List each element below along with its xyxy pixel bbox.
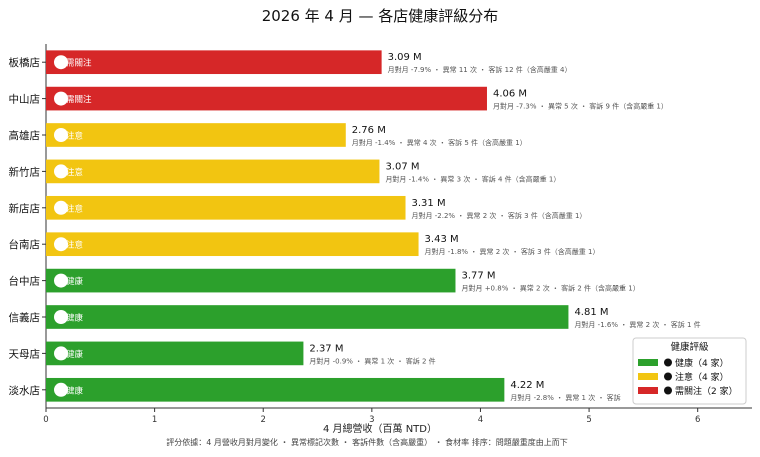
detail-label: 月對月 -0.9% ・ 異常 1 次 ・ 客訴 2 件 — [309, 356, 435, 365]
store-label: 中山店 — [9, 93, 41, 106]
legend-item-label: 注意（4 家） — [675, 371, 729, 383]
bar — [46, 232, 419, 257]
legend-dot — [664, 372, 672, 381]
bar — [46, 377, 505, 402]
value-label: 2.37 M — [309, 343, 343, 354]
status-dot — [54, 91, 68, 106]
legend-swatch — [638, 373, 658, 380]
value-label: 4.22 M — [510, 380, 544, 391]
store-label: 淡水店 — [9, 384, 41, 397]
bar — [46, 305, 569, 329]
value-label: 3.31 M — [412, 198, 446, 209]
bar — [46, 123, 346, 147]
value-label: 3.77 M — [461, 271, 495, 282]
x-tick-label: 1 — [152, 415, 157, 425]
x-tick-label: 3 — [369, 415, 374, 425]
legend-item-label: 需關注（2 家） — [675, 385, 738, 397]
store-label: 天母店 — [9, 347, 41, 360]
x-tick-label: 4 — [478, 415, 483, 425]
store-label: 高雄店 — [9, 129, 41, 142]
status-label: 注意 — [66, 240, 83, 251]
chart-footnote: 評分依據：4 月營收月對月變化 ・ 異常標記次數 ・ 客訴件數（含高嚴重） ・ … — [166, 437, 567, 447]
bar — [46, 50, 382, 75]
detail-label: 月對月 -7.9% ・ 異常 11 次 ・ 客訴 12 件（含高嚴重 4） — [388, 65, 572, 74]
legend-dot — [664, 358, 672, 367]
x-tick-label: 2 — [261, 415, 266, 425]
bar — [46, 268, 456, 293]
bar — [46, 341, 304, 366]
x-tick-label: 5 — [586, 415, 591, 425]
detail-label: 月對月 -1.6% ・ 異常 2 次 ・ 客訴 1 件 — [574, 320, 700, 329]
legend-dot — [664, 386, 672, 395]
bar — [46, 195, 406, 220]
chart-title: 2026 年 4 月 — 各店健康評級分布 — [262, 7, 499, 25]
status-label: 需關注 — [66, 58, 92, 69]
detail-label: 月對月 -1.4% ・ 異常 4 次 ・ 客訴 5 件（含高嚴重 1） — [352, 138, 527, 147]
value-label: 2.76 M — [352, 125, 386, 136]
value-label: 3.09 M — [388, 52, 422, 63]
store-label: 新竹店 — [9, 165, 41, 178]
x-axis-label: 4 月總營收（百萬 NTD） — [323, 422, 437, 435]
legend-swatch — [638, 387, 658, 394]
bar — [46, 86, 487, 111]
detail-label: 月對月 -7.3% ・ 異常 5 次 ・ 客訴 9 件（含高嚴重 1） — [493, 102, 668, 111]
value-label: 3.43 M — [425, 234, 459, 245]
status-label: 健康 — [66, 349, 84, 360]
store-label: 板橋店 — [9, 56, 41, 69]
value-label: 3.07 M — [385, 161, 419, 172]
status-dot — [54, 128, 68, 142]
status-dot — [54, 310, 68, 324]
status-label: 需關注 — [66, 94, 92, 105]
status-dot — [54, 200, 68, 215]
value-label: 4.06 M — [493, 89, 527, 100]
detail-label: 月對月 -1.4% ・ 異常 3 次 ・ 客訴 4 件（含高嚴重 1） — [385, 174, 560, 183]
store-label: 台中店 — [9, 275, 41, 288]
store-label: 台南店 — [9, 238, 41, 251]
store-label: 信義店 — [9, 311, 41, 324]
status-label: 健康 — [66, 385, 84, 396]
status-label: 注意 — [66, 167, 83, 178]
legend-item-label: 健康（4 家） — [675, 357, 729, 369]
detail-label: 月對月 -2.2% ・ 異常 2 次 ・ 客訴 3 件（含高嚴重 1） — [412, 211, 587, 220]
status-label: 注意 — [66, 131, 83, 142]
x-tick-label: 6 — [695, 415, 700, 425]
status-dot — [54, 164, 68, 179]
status-dot — [54, 55, 68, 70]
status-dot — [54, 273, 68, 288]
x-tick-label: 0 — [43, 415, 48, 425]
status-dot — [54, 346, 68, 361]
legend-box — [632, 337, 747, 405]
status-label: 健康 — [66, 313, 84, 324]
status-dot — [54, 382, 68, 397]
value-label: 4.81 M — [574, 307, 608, 318]
legend-swatch — [638, 359, 658, 366]
status-label: 健康 — [66, 276, 84, 287]
legend-title: 健康評級 — [670, 341, 709, 353]
status-label: 注意 — [66, 203, 83, 214]
detail-label: 月對月 +0.8% ・ 異常 2 次 ・ 客訴 2 件（含高嚴重 1） — [461, 284, 639, 293]
store-label: 新店店 — [9, 202, 41, 215]
status-dot — [54, 237, 68, 252]
bar — [46, 159, 380, 184]
detail-label: 月對月 -2.8% ・ 異常 1 次 ・ 客訴 — [510, 393, 620, 402]
detail-label: 月對月 -1.8% ・ 異常 2 次 ・ 客訴 3 件（含高嚴重 1） — [425, 247, 600, 256]
